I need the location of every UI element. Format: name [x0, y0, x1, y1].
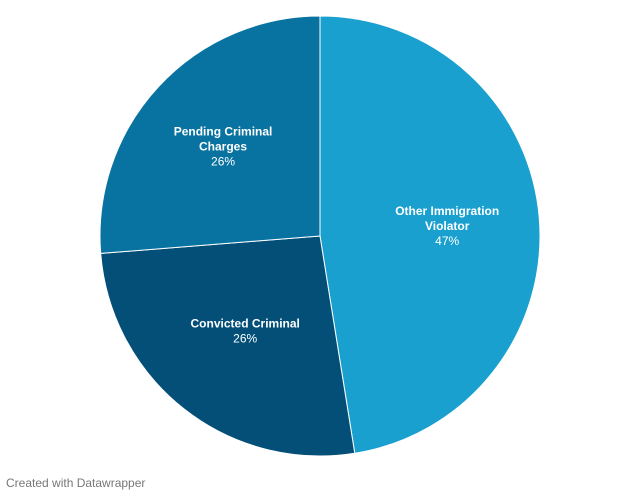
slice-label-1: Convicted Criminal 26%	[191, 317, 300, 346]
slice-label-2: Pending Criminal Charges 26%	[174, 124, 273, 168]
pie-slice-2	[99, 15, 321, 254]
pie-slice-1	[100, 235, 356, 457]
slice-value-label: 26%	[211, 154, 235, 168]
slice-value-label: 47%	[435, 234, 459, 248]
pie-chart: Other Immigration Violator 47% Convicted Cr…	[99, 15, 541, 457]
credit-text: Created with Datawrapper	[6, 476, 146, 490]
slice-value-label: 26%	[233, 332, 257, 346]
pie-slice-0	[319, 15, 541, 454]
slice-label-0: Other Immigration Violator 47%	[395, 204, 499, 248]
